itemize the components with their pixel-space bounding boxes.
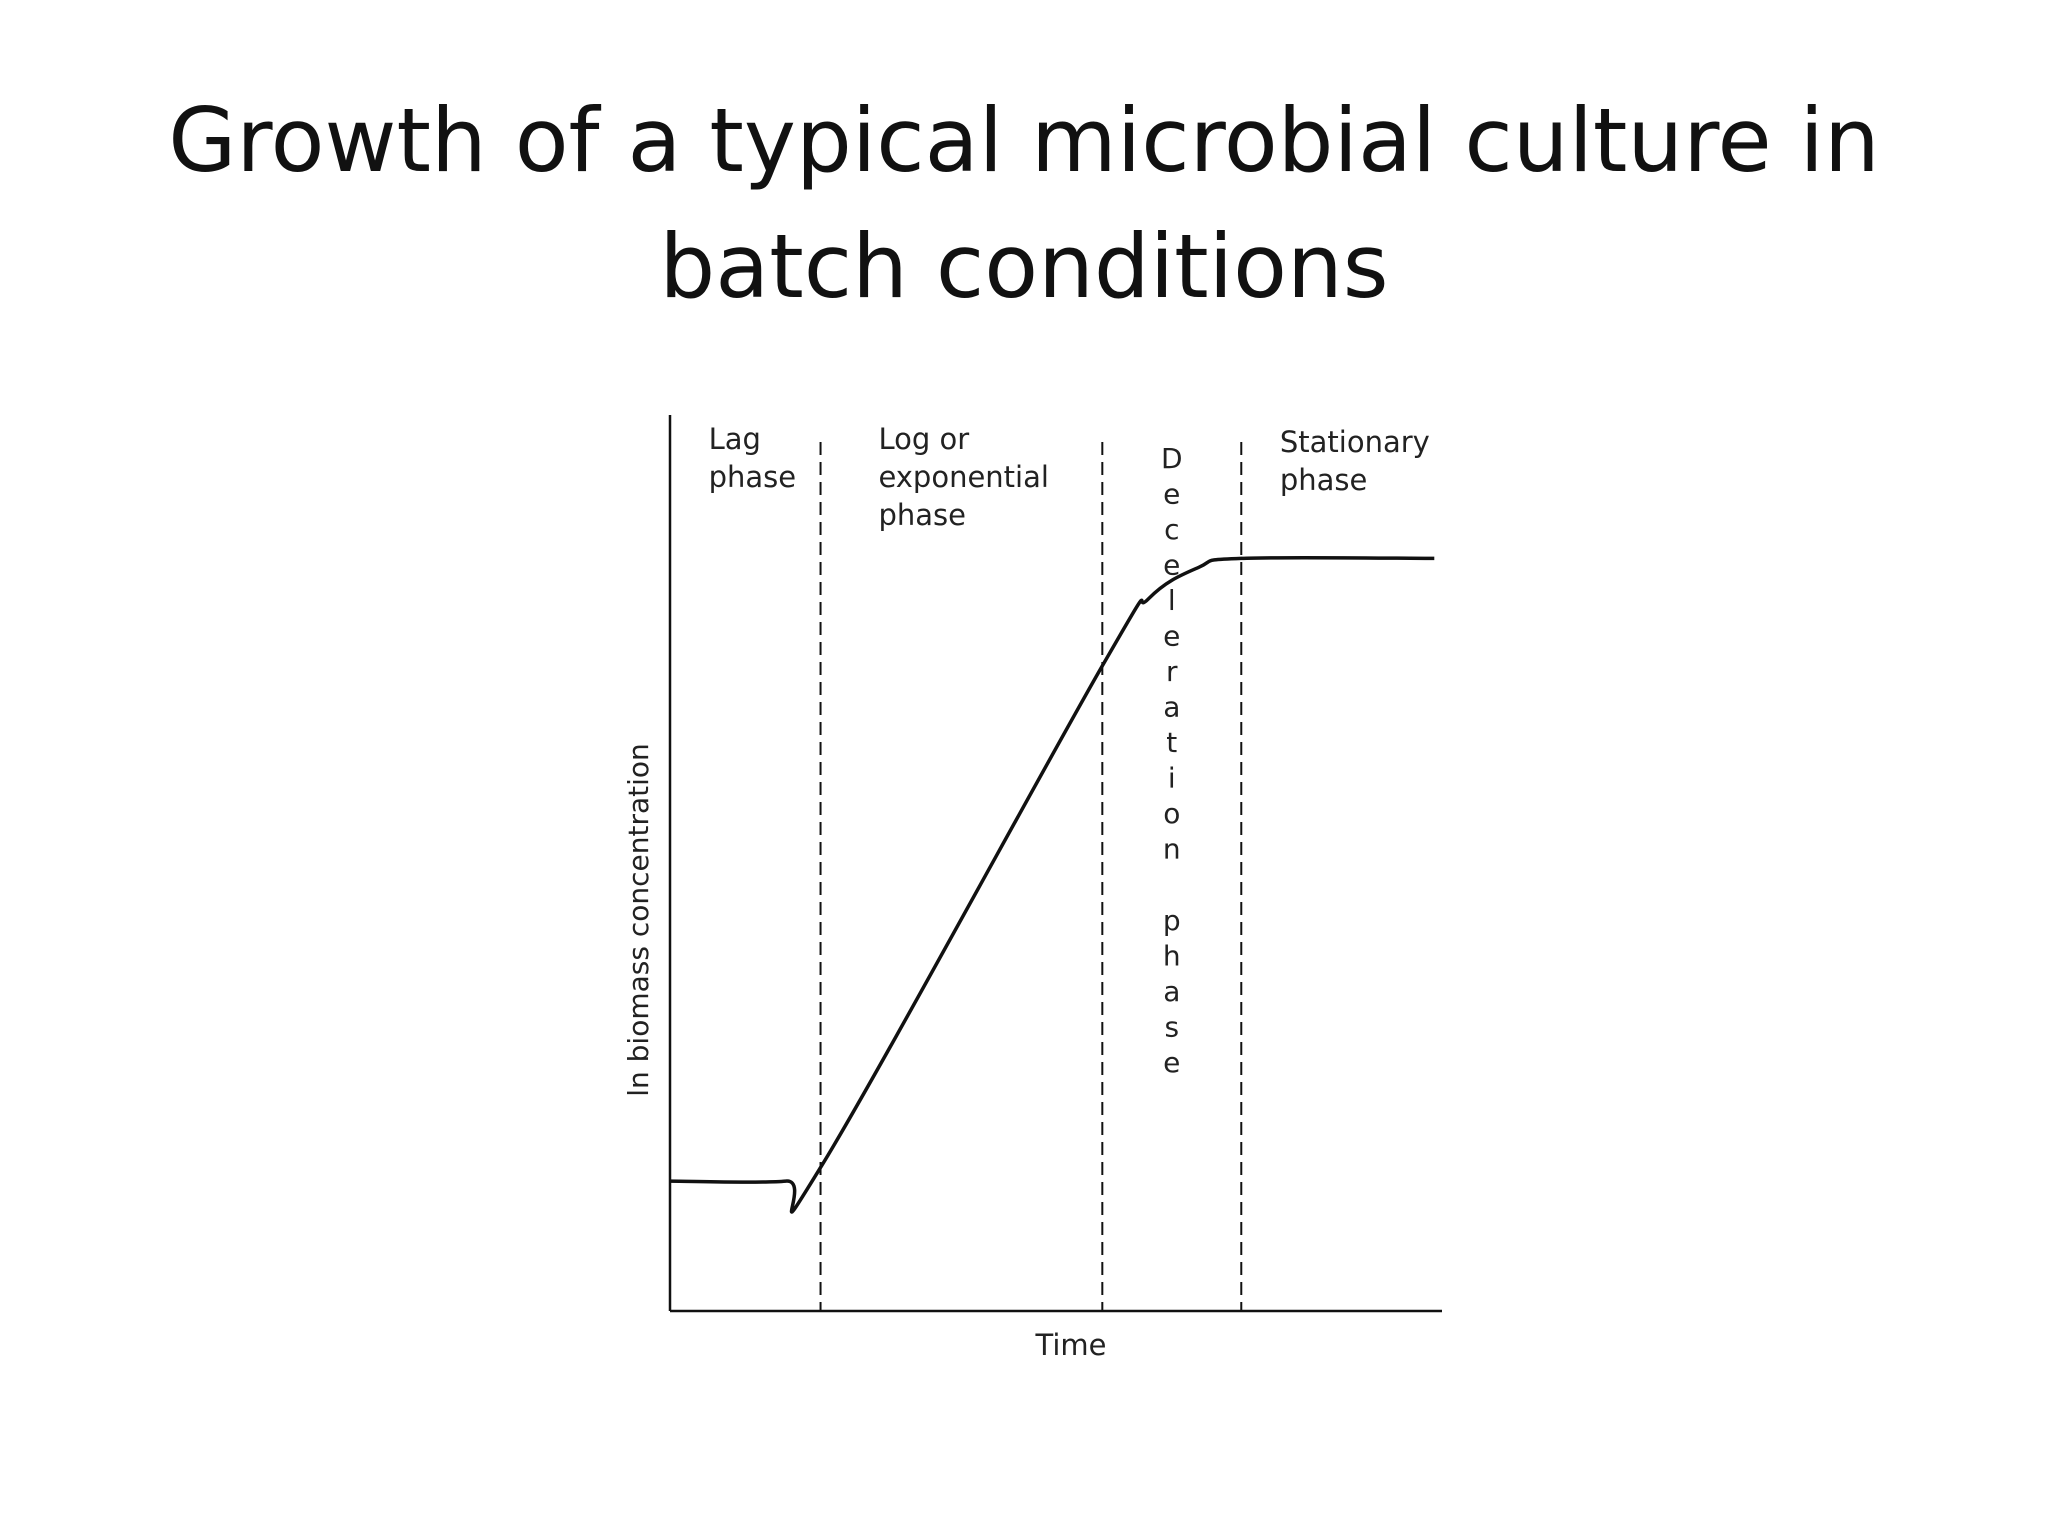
deceleration-letter-17: s bbox=[1165, 1011, 1180, 1044]
phase-label-2-line-2: exponential bbox=[878, 460, 1049, 494]
chart-axes bbox=[668, 415, 1442, 1313]
deceleration-letter-10: i bbox=[1168, 762, 1176, 795]
deceleration-letter-11: o bbox=[1163, 797, 1180, 830]
deceleration-letter-9: t bbox=[1166, 726, 1177, 759]
deceleration-letter-14: p bbox=[1163, 904, 1181, 937]
deceleration-letter-12: n bbox=[1163, 833, 1181, 866]
deceleration-letter-15: h bbox=[1163, 940, 1181, 973]
x-axis-label: Time bbox=[1035, 1328, 1107, 1362]
axis-labels: Time ln biomass concentration bbox=[622, 743, 1106, 1362]
deceleration-letter-1: D bbox=[1161, 442, 1183, 475]
phase-label-2-line-3: phase bbox=[878, 498, 966, 532]
deceleration-letter-5: l bbox=[1168, 584, 1176, 617]
slide-title-line-1: Growth of a typical microbial culture in bbox=[168, 89, 1880, 192]
deceleration-letter-6: e bbox=[1163, 620, 1180, 653]
deceleration-letter-4: e bbox=[1163, 549, 1180, 582]
growth-curve bbox=[669, 555, 1435, 1214]
deceleration-letter-2: e bbox=[1163, 478, 1180, 511]
y-axis-label: ln biomass concentration bbox=[622, 743, 655, 1097]
slide-title-line-2: batch conditions bbox=[659, 215, 1389, 318]
deceleration-letter-8: a bbox=[1163, 691, 1180, 724]
phase-label-4-line-2: phase bbox=[1280, 463, 1368, 497]
phase-label-4-line-1: Stationary bbox=[1280, 425, 1430, 459]
deceleration-letter-16: a bbox=[1163, 975, 1180, 1008]
phase-label-1-line-2: phase bbox=[709, 460, 797, 494]
deceleration-letter-18: e bbox=[1163, 1046, 1180, 1079]
deceleration-letter-7: r bbox=[1166, 655, 1178, 688]
phase-label-2-line-1: Log or bbox=[878, 422, 969, 456]
deceleration-letter-3: c bbox=[1164, 513, 1179, 546]
slide-title: Growth of a typical microbial culture in… bbox=[0, 78, 2048, 330]
phase-label-1-line-1: Lag bbox=[709, 422, 761, 456]
growth-curve-layer bbox=[669, 555, 1435, 1214]
